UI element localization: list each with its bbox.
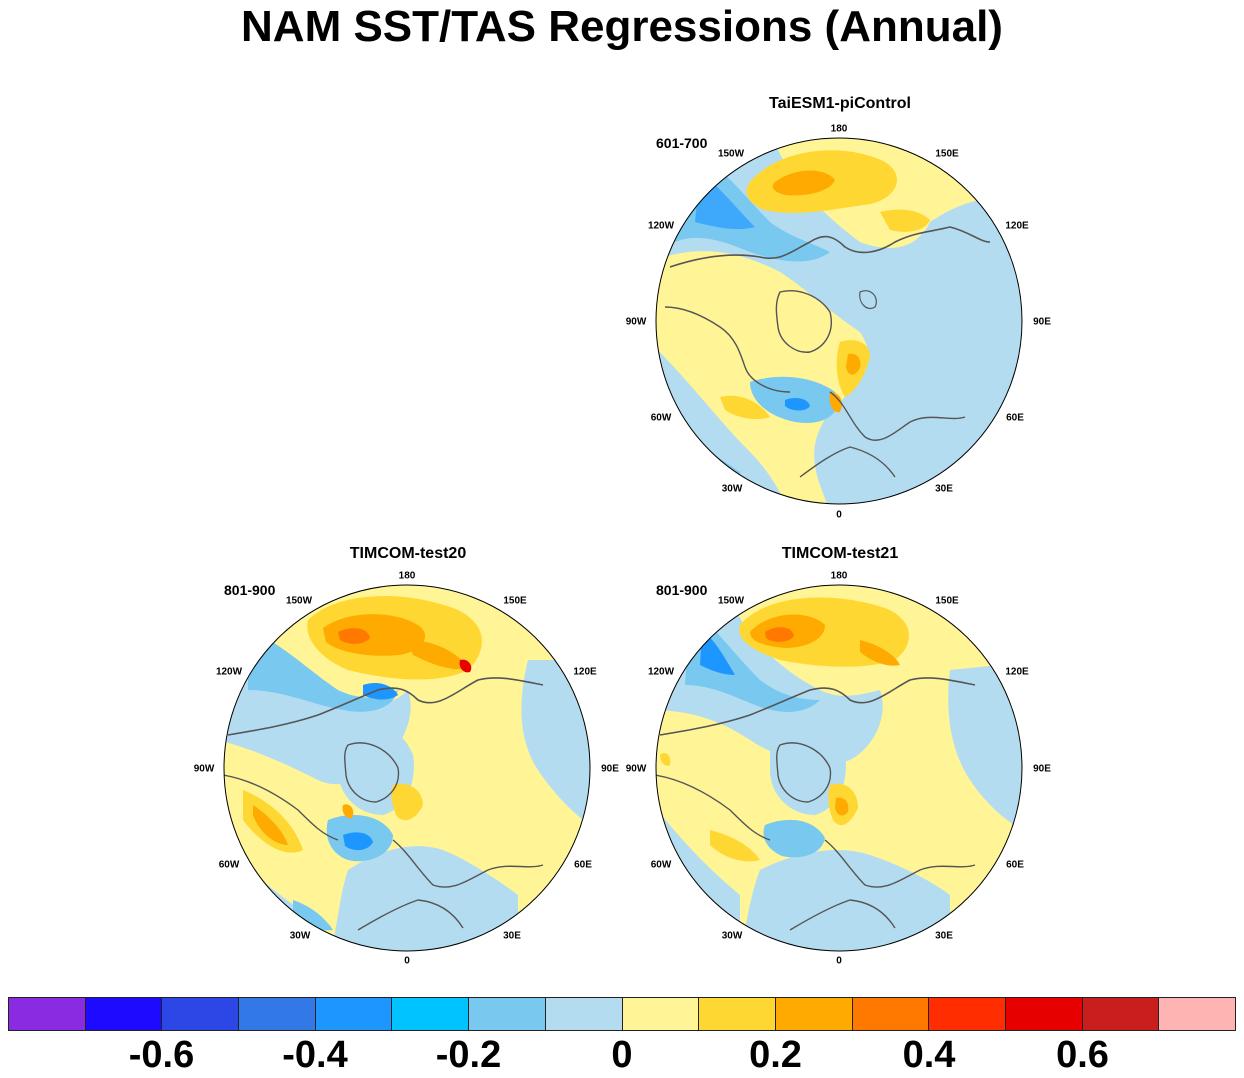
lon-label: 90W [625,763,647,775]
colorbar [8,997,1236,1031]
lon-label: 90E [1033,763,1051,775]
map-panel-test21: TIMCOM-test21 801-900 [626,540,1051,967]
colorbar-tick-label: -0.6 [128,1034,195,1076]
colorbar-box [775,998,853,1030]
colorbar-box [162,998,240,1030]
polar-map [655,584,1023,952]
colorbar-box [622,998,700,1030]
polar-map [223,584,591,952]
colorbar-tick-label: 0.6 [1056,1034,1109,1076]
lon-label: 60W [650,412,672,424]
lon-label: 150E [935,148,959,160]
lon-label: 0 [836,955,842,967]
figure-title: NAM SST/TAS Regressions (Annual) [241,2,1003,51]
lon-label: 150W [717,595,745,607]
lon-label: 30W [721,483,743,495]
lon-label: 30W [721,930,743,942]
lon-label: 90W [193,763,215,775]
lon-label: 120W [647,220,675,232]
colorbar-box [929,998,1006,1030]
colorbar-box [9,998,86,1030]
lon-label: 120W [647,666,675,678]
lon-label: 180 [830,123,848,135]
lon-label: 150W [285,595,313,607]
colorbar-box [469,998,546,1030]
colorbar-box [852,998,930,1030]
colorbar-tick-label: -0.2 [435,1034,502,1076]
colorbar-box [85,998,163,1030]
colorbar-box [315,998,393,1030]
lon-label: 90W [625,316,647,328]
colorbar-box [239,998,316,1030]
lon-label: 60W [650,859,672,871]
lon-label: 30E [935,930,953,942]
map-panel-test20: TIMCOM-test20 801-900 [194,540,619,967]
colorbar-tick-label: 0 [611,1034,633,1076]
lon-label: 180 [398,570,416,582]
lon-label: 120W [215,666,243,678]
lon-label: 150W [717,148,745,160]
panel-title: TIMCOM-test21 [781,545,899,562]
lon-label: 60E [1006,859,1024,871]
colorbar-box [392,998,470,1030]
lon-label: 60E [574,859,592,871]
lon-label: 0 [836,509,842,521]
colorbar-box [1005,998,1083,1030]
lon-label: 90E [601,763,619,775]
panel-title: TaiESM1-piControl [769,95,911,112]
lon-label: 30E [935,483,953,495]
panel-period: 601-700 [656,135,708,151]
map-panel-taiesm1: TaiESM1-piControl 601-700 [626,92,1051,521]
lon-label: 60E [1006,412,1024,424]
lon-label: 120E [573,666,597,678]
lon-label: 0 [404,955,410,967]
lon-label: 150E [503,595,527,607]
panel-period: 801-900 [224,582,276,598]
colorbar-tick-label: -0.4 [282,1034,348,1076]
lon-label: 120E [1005,220,1029,232]
colorbar-tick-label: 0.4 [902,1034,956,1076]
lon-label: 180 [830,570,848,582]
colorbar-box [1082,998,1160,1030]
panel-title: TIMCOM-test20 [349,545,467,562]
lon-label: 60W [218,859,240,871]
lon-label: 30E [503,930,521,942]
lon-label: 30W [289,930,311,942]
lon-label: 120E [1005,666,1029,678]
colorbar-box [545,998,623,1030]
polar-map [655,137,1023,505]
lon-label: 90E [1033,316,1051,328]
colorbar-tick-label: 0.2 [749,1034,802,1076]
colorbar-box [1159,998,1235,1030]
lon-label: 150E [935,595,959,607]
colorbar-box [699,998,776,1030]
panel-period: 801-900 [656,582,708,598]
